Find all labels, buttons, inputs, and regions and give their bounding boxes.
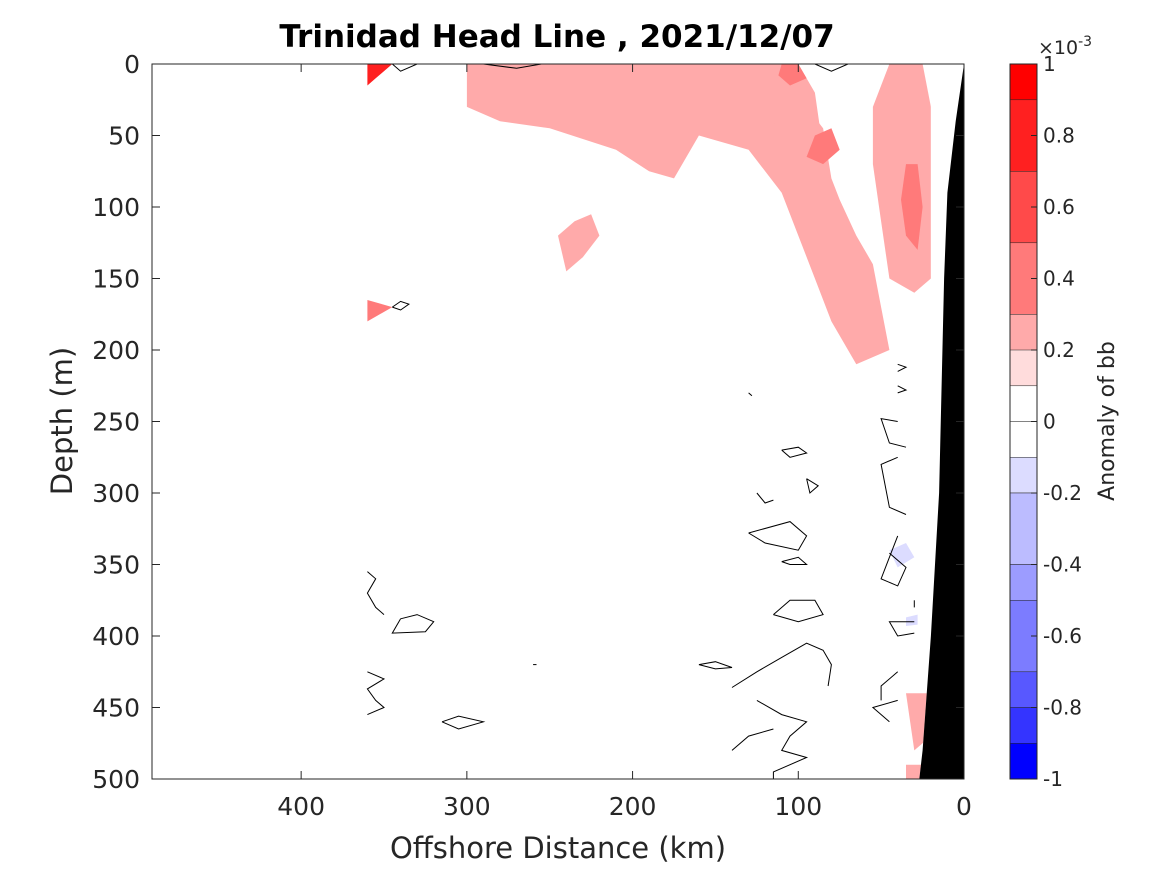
colorbar-tick-label: 0.8: [1043, 124, 1075, 148]
colorbar-tick-label: 0.6: [1043, 195, 1075, 219]
zero-contour-line: [880, 671, 899, 701]
colorbar-level-block: [1009, 564, 1038, 601]
zero-contour-line: [781, 446, 808, 458]
chart-title: Trinidad Head Line , 2021/12/07: [279, 19, 834, 55]
colorbar-level-block: [1009, 421, 1038, 458]
colorbar: 1 0.8 0.6 0.4 0.2 0 -0.2 -0.4 -0.6 -0.8 -1 ×10-3 A…: [1009, 34, 1120, 791]
zero-contour-line: [392, 300, 410, 311]
colorbar-tick-label: 0.2: [1043, 338, 1075, 362]
zero-contour-line: [814, 64, 849, 72]
y-tick-label: 300: [92, 479, 140, 508]
colorbar-exponent: ×10-3: [1038, 34, 1092, 59]
contour-fills: [367, 64, 931, 779]
y-tick-label: 450: [92, 694, 140, 723]
colorbar-level-block: [1009, 743, 1038, 780]
zero-contour-line: [366, 671, 386, 716]
zero-contour-line: [880, 456, 907, 515]
colorbar-level-block: [1009, 671, 1038, 708]
colorbar-level-block: [1009, 707, 1038, 744]
colorbar-tick-label: -0.6: [1043, 624, 1082, 648]
y-tick-label: 200: [92, 336, 140, 365]
colorbar-ticks: 1 0.8 0.6 0.4 0.2 0 -0.2 -0.4 -0.6 -0.8 -1: [1031, 52, 1082, 791]
colorbar-level-block: [1009, 63, 1038, 101]
colorbar-frame: [1009, 63, 1038, 780]
colorbar-tick-label: -0.4: [1043, 553, 1082, 577]
zero-contour-line: [441, 715, 486, 730]
colorbar-level-block: [1009, 492, 1038, 565]
zero-contour-line: [806, 478, 820, 494]
positive-anomaly-region: [756, 64, 848, 250]
zero-contour-line: [756, 492, 774, 504]
zero-contour-line: [756, 699, 809, 779]
zero-contour-line: [483, 64, 542, 69]
zero-contour-line: [391, 614, 435, 634]
positive-anomaly-region: [806, 128, 840, 165]
negative-anomaly-region: [889, 543, 915, 568]
y-tick-label: 400: [92, 622, 140, 651]
colorbar-level-block: [1009, 385, 1038, 422]
colorbar-tick-label: -1: [1043, 767, 1063, 791]
zero-contour-line: [773, 599, 824, 623]
colorbar-tick-label: -0.2: [1043, 481, 1082, 505]
colorbar-exponent-power: -3: [1078, 34, 1092, 50]
colorbar-label: Anomaly of bb: [1095, 341, 1120, 501]
y-tick-label: 0: [124, 50, 140, 79]
positive-anomaly-region: [906, 764, 923, 779]
x-tick-label: 200: [609, 792, 657, 821]
colorbar-level-block: [1009, 349, 1038, 387]
plot-area: [151, 63, 965, 780]
y-tick-label: 50: [108, 122, 140, 151]
zero-contour-line: [871, 699, 898, 723]
positive-anomaly-region: [558, 214, 600, 272]
zero-contour-line: [731, 642, 832, 688]
y-tick-label: 100: [92, 193, 140, 222]
plot-background: [152, 64, 964, 779]
colorbar-tick-label: -0.8: [1043, 696, 1082, 720]
colorbar-tick-label: 0.4: [1043, 267, 1075, 291]
colorbar-exponent-base: ×10: [1038, 37, 1078, 59]
y-tick-label: 500: [92, 765, 140, 794]
zero-contour-line: [731, 728, 774, 751]
zero-contour-line: [748, 392, 753, 397]
y-axis: 0 50 100 150 200 250 300 350 400 450 500: [92, 50, 964, 794]
x-axis: 400 300 200 100 0: [277, 64, 972, 821]
y-tick-label: 350: [92, 551, 140, 580]
contour-lines: [366, 64, 915, 779]
y-tick-label: 150: [92, 265, 140, 294]
positive-anomaly-region: [778, 64, 807, 86]
negative-anomaly-region: [906, 614, 918, 626]
seafloor-shape: [919, 64, 964, 779]
zero-contour-line: [880, 417, 907, 448]
zero-contour-line: [698, 661, 733, 670]
colorbar-tick-label: 1: [1043, 52, 1056, 76]
zero-contour-line: [897, 363, 908, 372]
y-axis-label: Depth (m): [45, 347, 79, 495]
seafloor-mask: [919, 64, 964, 779]
coast-blank-area: [919, 64, 964, 779]
positive-anomaly-region: [367, 64, 393, 86]
zero-contour-line: [367, 64, 418, 72]
colorbar-level-block: [1009, 457, 1038, 494]
x-tick-label: 0: [956, 792, 972, 821]
zero-contour-line: [366, 571, 385, 615]
colorbar-tick-label: 0: [1043, 410, 1056, 434]
x-tick-label: 100: [774, 792, 822, 821]
x-tick-label: 400: [277, 792, 325, 821]
zero-contour-line: [748, 521, 808, 551]
zero-contour-line: [897, 385, 908, 394]
y-tick-label: 250: [92, 408, 140, 437]
zero-contour-line: [781, 556, 808, 565]
x-tick-label: 300: [443, 792, 491, 821]
positive-anomaly-region: [901, 164, 923, 250]
x-axis-label: Offshore Distance (km): [390, 831, 726, 865]
zero-contour-line: [888, 621, 915, 637]
positive-anomaly-region: [367, 300, 393, 322]
zero-contour-line: [880, 535, 907, 587]
